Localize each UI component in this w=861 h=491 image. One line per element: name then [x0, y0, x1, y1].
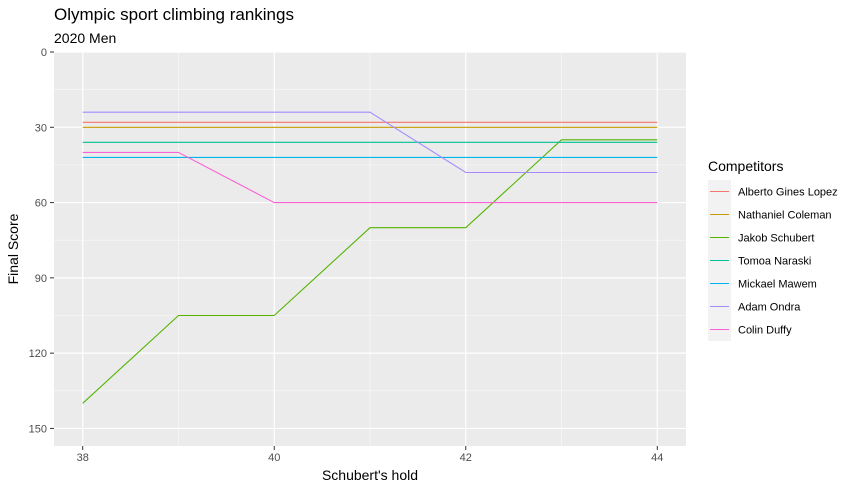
legend-label: Adam Ondra — [738, 302, 801, 314]
legend-label: Jakob Schubert — [738, 233, 814, 245]
series-line-jakob-schubert — [82, 139, 658, 404]
chart-subtitle: 2020 Men — [54, 30, 117, 46]
x-tick-label: 42 — [460, 452, 472, 464]
x-tick-label: 44 — [651, 452, 663, 464]
y-tick-label: 120 — [29, 348, 47, 360]
legend-label: Colin Duffy — [738, 325, 792, 337]
y-tick-label: 60 — [35, 198, 47, 210]
legend: Competitors Alberto Gines Lopez Nathaniel… — [708, 158, 838, 341]
y-tick-label: 30 — [35, 122, 47, 134]
series-lines — [82, 111, 658, 404]
y-tick-label: 0 — [41, 47, 47, 59]
series-line-adam-ondra — [82, 111, 658, 174]
chart-title: Olympic sport climbing rankings — [54, 5, 294, 24]
legend-label: Alberto Gines Lopez — [738, 187, 838, 199]
legend-label: Tomoa Naraski — [738, 256, 811, 268]
x-tick-label: 38 — [77, 452, 89, 464]
x-axis-title: Schubert's hold — [322, 467, 418, 483]
legend-title: Competitors — [708, 158, 783, 174]
y-axis-title: Final Score — [5, 213, 21, 284]
x-tick-label: 40 — [268, 452, 280, 464]
minor-gridlines — [54, 52, 686, 446]
axis-ticks: 38 40 42 44 0 30 60 90 120 150 — [29, 47, 664, 464]
legend-label: Nathaniel Coleman — [738, 210, 832, 222]
series-line-colin-duffy — [82, 151, 658, 204]
legend-label: Mickael Mawem — [738, 279, 817, 291]
y-tick-label: 150 — [29, 423, 47, 435]
y-tick-label: 90 — [35, 273, 47, 285]
